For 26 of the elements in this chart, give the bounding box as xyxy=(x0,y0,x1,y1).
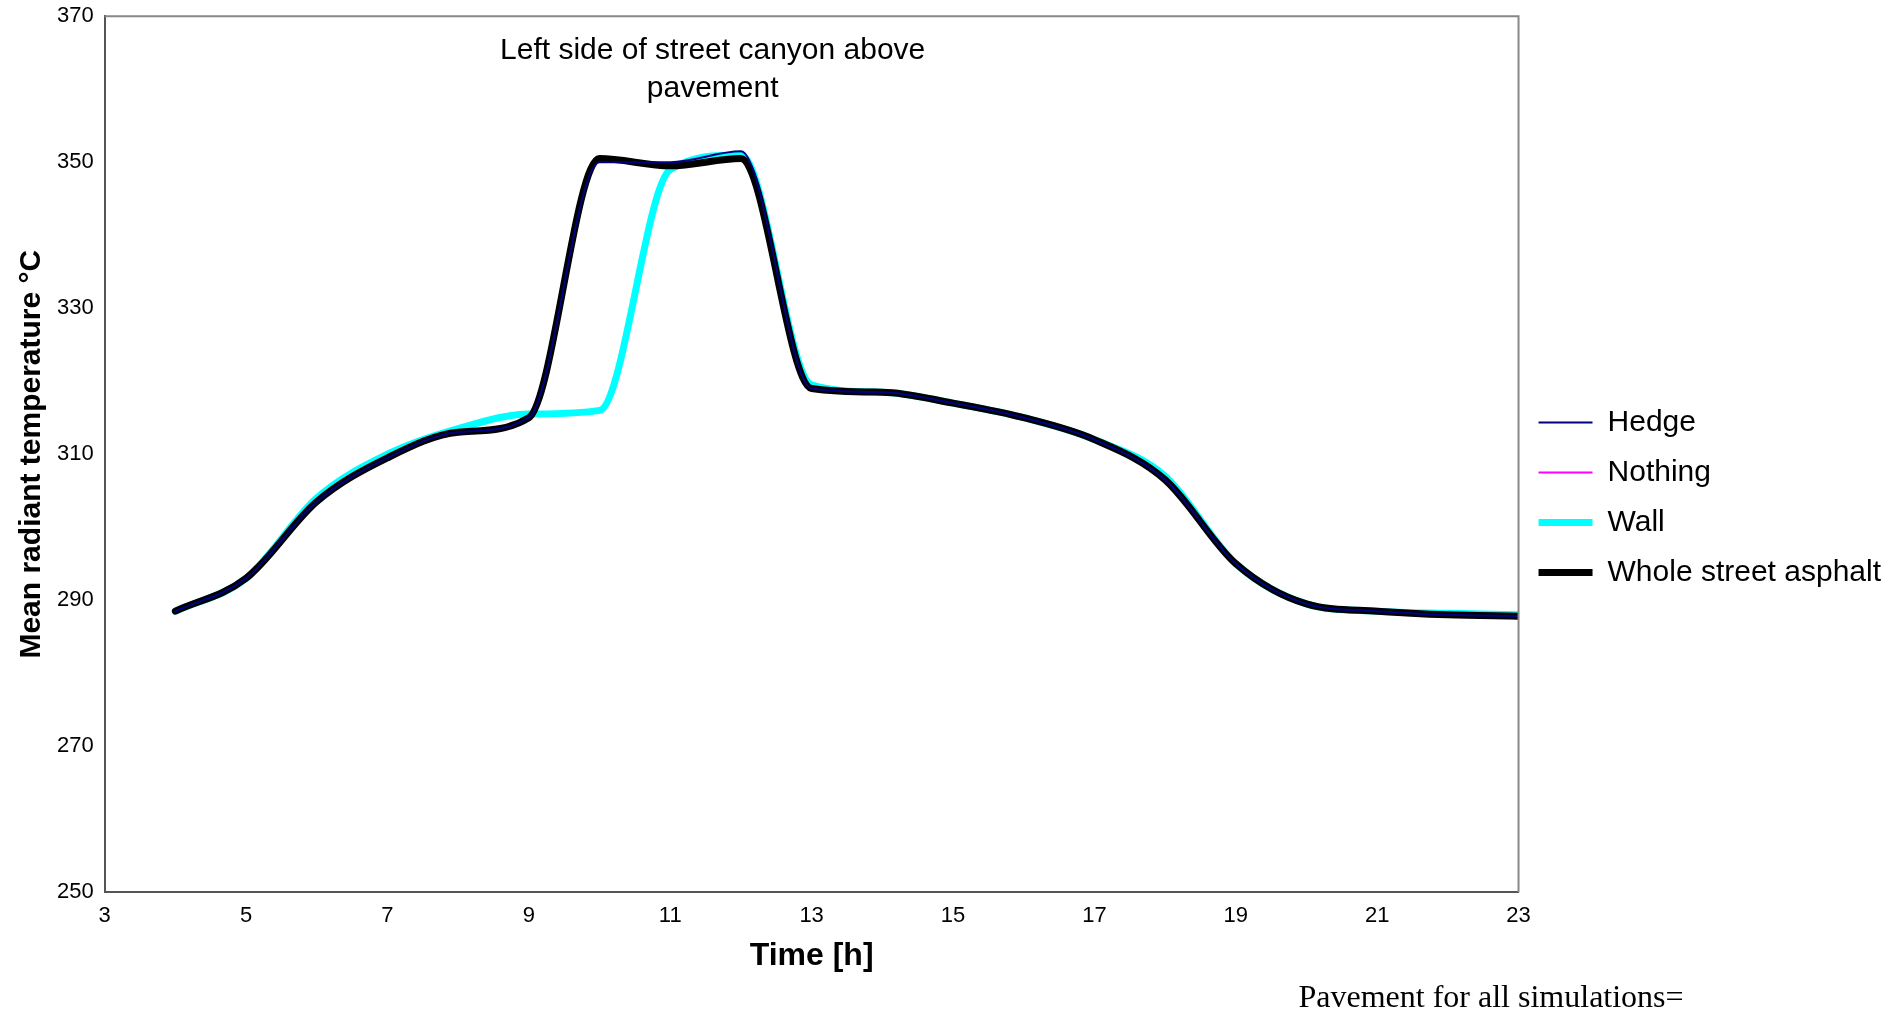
y-tick-label: 370 xyxy=(56,2,94,28)
x-tick-label: 21 xyxy=(1364,902,1390,928)
x-tick-label: 13 xyxy=(799,902,824,928)
legend-label: Wall xyxy=(1607,503,1665,537)
x-tick-label: 9 xyxy=(522,902,535,928)
x-tick-label: 5 xyxy=(239,902,253,928)
x-tick-label: 11 xyxy=(658,902,682,928)
x-tick-label: 15 xyxy=(940,902,966,928)
text: Pavement for all simulations= xyxy=(1298,978,1684,1015)
legend-label: Hedge xyxy=(1607,403,1696,437)
y-axis-title: Mean radiant temperature °C xyxy=(13,249,47,659)
x-tick-label: 19 xyxy=(1223,902,1249,928)
x-tick-label: 7 xyxy=(381,902,394,928)
legend-label: Nothing xyxy=(1607,453,1711,487)
x-tick-label: 17 xyxy=(1082,902,1107,928)
y-tick-label: 290 xyxy=(56,586,94,612)
y-tick-label: 250 xyxy=(56,878,94,904)
text: Left side of street canyon above pavement xyxy=(500,32,926,104)
x-tick-label: 3 xyxy=(98,902,111,928)
y-tick-label: 350 xyxy=(56,148,94,174)
x-axis-title: Time [h] xyxy=(749,935,874,972)
y-tick-label: 330 xyxy=(56,294,94,320)
x-tick-label: 23 xyxy=(1506,902,1531,928)
legend-label: Whole street asphalt xyxy=(1607,553,1882,587)
y-tick-label: 270 xyxy=(56,732,94,758)
y-tick-label: 310 xyxy=(56,440,94,466)
